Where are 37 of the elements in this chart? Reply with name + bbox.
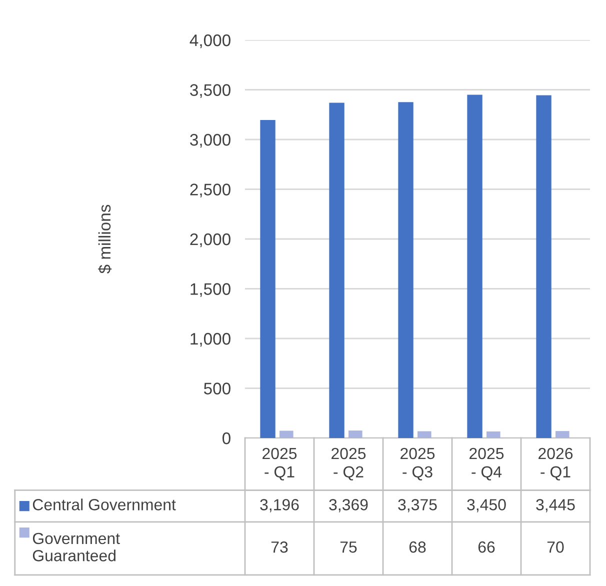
data-label: 3,445 bbox=[536, 499, 575, 512]
bar bbox=[280, 430, 294, 438]
bar bbox=[536, 95, 552, 438]
bar bbox=[467, 94, 482, 438]
data-label: 70 bbox=[547, 541, 564, 553]
y-tick-label: 3,500 bbox=[190, 84, 230, 98]
y-tick-label: 4,000 bbox=[190, 34, 230, 48]
y-tick-label: 1,500 bbox=[190, 283, 230, 297]
bar bbox=[398, 102, 414, 438]
y-tick-label: 1,000 bbox=[190, 332, 230, 347]
data-label: 68 bbox=[409, 541, 426, 553]
legend-label: Government Guaranteed bbox=[32, 532, 120, 562]
bar bbox=[348, 430, 362, 438]
data-label: 3,375 bbox=[398, 499, 437, 512]
bar bbox=[556, 431, 570, 438]
x-tick-label: 2025 - Q1 bbox=[262, 448, 297, 480]
x-tick-label: 2025 - Q4 bbox=[470, 448, 504, 480]
y-tick-label: 2,500 bbox=[190, 184, 230, 198]
y-tick-label: 3,000 bbox=[190, 134, 230, 148]
y-tick-label: 2,000 bbox=[190, 233, 230, 248]
bar bbox=[486, 431, 500, 438]
data-label: 3,196 bbox=[260, 499, 299, 512]
data-label: 73 bbox=[271, 541, 288, 553]
bar bbox=[418, 431, 432, 438]
data-label: 3,450 bbox=[467, 499, 506, 512]
data-label: 66 bbox=[478, 541, 495, 553]
x-tick-label: 2025 - Q2 bbox=[332, 448, 366, 480]
data-label: 75 bbox=[340, 542, 357, 553]
y-axis-title: $ millions bbox=[98, 204, 112, 274]
legend-label: Central Government bbox=[32, 498, 176, 510]
bar bbox=[260, 120, 276, 438]
y-tick-label: 0 bbox=[222, 432, 230, 444]
bar bbox=[329, 102, 344, 438]
x-tick-label: 2025 - Q3 bbox=[400, 448, 435, 480]
y-tick-label: 500 bbox=[204, 382, 230, 394]
data-label: 3,369 bbox=[329, 499, 368, 512]
x-tick-label: 2026 - Q1 bbox=[538, 448, 573, 480]
